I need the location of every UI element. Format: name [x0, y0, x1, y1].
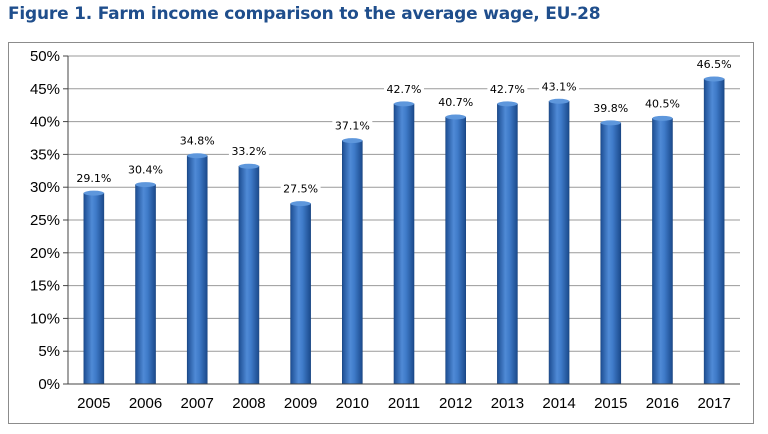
x-tick-label: 2010 [336, 395, 369, 412]
data-label: 42.7% [490, 83, 525, 96]
x-tick-label: 2011 [388, 395, 420, 412]
bar-cap [290, 201, 311, 207]
x-tick-label: 2008 [232, 395, 265, 412]
x-tick-label: 2016 [646, 395, 679, 412]
bar-cap [135, 182, 156, 188]
data-label: 43.1% [542, 80, 577, 93]
x-tick-label: 2014 [542, 395, 575, 412]
x-tick-label: 2015 [594, 395, 627, 412]
data-label-background [332, 118, 373, 134]
bar [342, 140, 363, 385]
data-label: 29.1% [76, 172, 111, 185]
bar-cap [652, 115, 673, 121]
bar [497, 103, 518, 385]
y-tick-label: 5% [38, 343, 60, 360]
data-label-background [539, 79, 580, 95]
x-tick-label: 2009 [284, 395, 317, 412]
data-label: 46.5% [697, 58, 732, 71]
data-label-background [73, 171, 114, 187]
y-tick-label: 45% [30, 81, 60, 98]
data-label-background [125, 162, 166, 178]
data-label: 30.4% [128, 164, 163, 177]
data-label: 42.7% [387, 83, 422, 96]
bar [290, 203, 311, 385]
data-label: 27.5% [283, 183, 318, 196]
y-tick-label: 35% [30, 146, 60, 163]
bar-cap [549, 98, 570, 104]
x-tick-label: 2013 [491, 395, 524, 412]
data-label: 39.8% [593, 102, 628, 115]
bar-cap [445, 114, 466, 120]
data-label: 33.2% [231, 145, 266, 158]
data-label-background [177, 133, 218, 149]
bar-cap [83, 190, 104, 196]
bar [652, 118, 673, 385]
data-label: 37.1% [335, 120, 370, 133]
bar-cap [342, 138, 363, 144]
y-tick-label: 30% [30, 179, 60, 196]
figure-title: Figure 1. Farm income comparison to the … [8, 4, 601, 24]
x-tick-label: 2006 [129, 395, 162, 412]
y-tick-label: 10% [30, 310, 60, 327]
y-tick-label: 15% [30, 278, 60, 295]
data-label-background [487, 81, 528, 97]
data-label-background [435, 95, 476, 111]
y-tick-label: 50% [30, 48, 60, 65]
bar [600, 122, 622, 385]
y-tick-label: 25% [30, 212, 60, 229]
bar-cap [704, 76, 725, 82]
y-tick-label: 40% [30, 114, 60, 131]
bar-cap [497, 101, 518, 107]
data-label: 40.7% [438, 96, 473, 109]
bar [393, 103, 415, 385]
y-tick-label: 20% [30, 245, 60, 262]
x-tick-label: 2005 [77, 395, 110, 412]
bar [135, 184, 156, 385]
bar [703, 78, 725, 385]
data-label: 40.5% [645, 97, 680, 110]
bar [186, 155, 208, 385]
bar [445, 116, 466, 385]
y-tick-label: 0% [38, 376, 60, 393]
data-label-background [280, 181, 321, 197]
label-layer: 29.1% 30.4% 34.8% 33.2% 27.5% 37.1% 42.7% 40.7%… [73, 56, 735, 197]
bar [83, 192, 105, 385]
data-label-background [642, 96, 683, 112]
axis-layer: 0% 5% 10% 15% 20% 25% 30% 35% 40% 45% 50% 2005 2006 2… [30, 48, 740, 412]
bar-cap [238, 163, 259, 169]
data-label-background [590, 100, 631, 116]
bar-cap [600, 120, 621, 126]
bar-layer [83, 76, 725, 385]
bar-cap [394, 101, 414, 107]
bar-cap [187, 153, 208, 159]
data-label-background [228, 144, 269, 160]
x-tick-label: 2012 [439, 395, 472, 412]
data-label-background [384, 81, 424, 97]
x-tick-label: 2007 [181, 395, 214, 412]
bar [238, 165, 260, 385]
data-label-background [694, 56, 735, 72]
x-tick-label: 2017 [697, 395, 730, 412]
data-label: 34.8% [180, 135, 215, 148]
bar [548, 100, 570, 385]
